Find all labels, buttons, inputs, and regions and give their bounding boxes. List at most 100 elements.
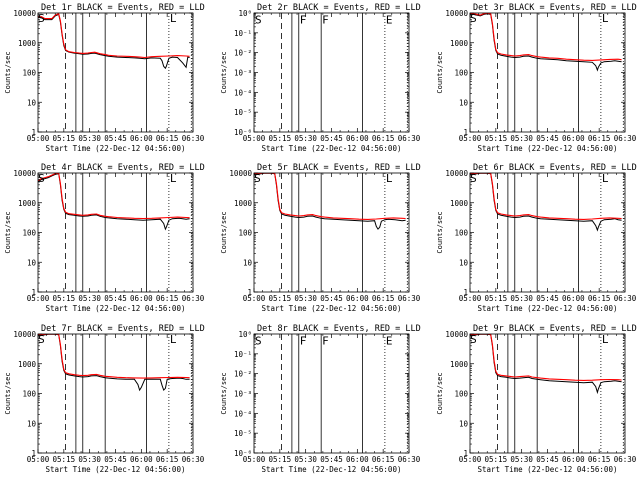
x-axis-label: Start Time (22-Dec-12 04:56:00) bbox=[262, 144, 402, 153]
x-tick-label: 06:00 bbox=[562, 294, 585, 303]
x-tick-label: 05:45 bbox=[536, 134, 559, 143]
marker-label: L bbox=[602, 12, 609, 25]
y-tick-label: 10 bbox=[27, 419, 37, 428]
x-tick-label: 06:00 bbox=[130, 455, 153, 464]
series-lld bbox=[38, 173, 190, 220]
y-tick-label: 10000 bbox=[445, 169, 468, 178]
x-tick-label: 05:45 bbox=[320, 294, 343, 303]
marker-label: S bbox=[255, 13, 262, 26]
panel-title: Det 3r BLACK = Events, RED = LLD bbox=[473, 3, 637, 13]
series-events bbox=[38, 173, 190, 231]
marker-label: F bbox=[322, 13, 329, 26]
y-tick-label: 10⁰ bbox=[238, 330, 252, 339]
y-tick-label: 10⁻¹ bbox=[234, 29, 252, 38]
x-tick-label: 06:30 bbox=[182, 294, 205, 303]
x-tick-label: 06:15 bbox=[156, 455, 179, 464]
x-tick-label: 05:15 bbox=[53, 294, 76, 303]
y-tick-label: 1000 bbox=[18, 360, 37, 369]
y-tick-label: 10⁰ bbox=[238, 9, 252, 18]
y-tick-label: 100 bbox=[454, 69, 468, 78]
x-tick-label: 05:00 bbox=[243, 294, 266, 303]
x-tick-label: 05:00 bbox=[459, 455, 482, 464]
y-tick-label: 10000 bbox=[445, 330, 468, 339]
x-axis-label: Start Time (22-Dec-12 04:56:00) bbox=[478, 304, 618, 313]
panel-title: Det 8r BLACK = Events, RED = LLD bbox=[257, 324, 421, 334]
x-tick-label: 05:45 bbox=[536, 294, 559, 303]
series-events bbox=[470, 173, 622, 232]
series-events bbox=[38, 334, 190, 392]
marker-label: L bbox=[170, 333, 177, 346]
x-tick-label: 05:30 bbox=[510, 294, 533, 303]
y-tick-label: 10⁻⁶ bbox=[234, 449, 252, 458]
y-tick-label: 10⁻³ bbox=[234, 69, 252, 78]
x-tick-label: 05:15 bbox=[269, 134, 292, 143]
series-lld bbox=[470, 13, 622, 61]
x-tick-label: 06:15 bbox=[372, 455, 395, 464]
plot-area bbox=[281, 334, 408, 453]
y-axis-label: Counts/sec bbox=[220, 51, 228, 93]
y-tick-label: 1000 bbox=[18, 39, 37, 48]
marker-label: E bbox=[386, 334, 393, 347]
y-tick-label: 10 bbox=[243, 258, 253, 267]
y-tick-label: 10000 bbox=[229, 169, 252, 178]
y-tick-label: 10⁻³ bbox=[234, 390, 252, 399]
x-axis-label: Start Time (22-Dec-12 04:56:00) bbox=[262, 304, 402, 313]
y-tick-label: 1000 bbox=[450, 360, 469, 369]
x-tick-label: 05:15 bbox=[269, 294, 292, 303]
y-tick-label: 10 bbox=[27, 98, 37, 107]
x-tick-label: 06:00 bbox=[130, 294, 153, 303]
y-tick-label: 1000 bbox=[450, 199, 469, 208]
y-axis-label: Counts/sec bbox=[220, 372, 228, 414]
x-tick-label: 05:30 bbox=[78, 294, 101, 303]
x-tick-label: 06:15 bbox=[588, 455, 611, 464]
axes-frame bbox=[253, 333, 410, 454]
x-tick-label: 05:45 bbox=[320, 134, 343, 143]
x-tick-label: 06:00 bbox=[562, 455, 585, 464]
plot-area bbox=[470, 173, 624, 292]
marker-label: S bbox=[470, 172, 477, 185]
series-lld bbox=[38, 13, 190, 59]
x-tick-label: 06:15 bbox=[372, 294, 395, 303]
y-tick-label: 10⁻⁴ bbox=[234, 409, 252, 418]
series-lld bbox=[470, 334, 622, 381]
y-tick-label: 10000 bbox=[13, 169, 36, 178]
x-tick-label: 06:00 bbox=[346, 134, 369, 143]
x-tick-label: 05:00 bbox=[243, 455, 266, 464]
x-axis-label: Start Time (22-Dec-12 04:56:00) bbox=[46, 465, 186, 474]
plot-area bbox=[470, 334, 624, 453]
y-tick-label: 1 bbox=[463, 288, 468, 297]
y-tick-label: 1 bbox=[463, 449, 468, 458]
y-tick-label: 10 bbox=[459, 98, 469, 107]
x-tick-label: 06:00 bbox=[346, 455, 369, 464]
y-tick-label: 1 bbox=[31, 449, 36, 458]
x-tick-label: 06:30 bbox=[398, 134, 421, 143]
y-tick-label: 1 bbox=[463, 128, 468, 137]
y-axis-label: Counts/sec bbox=[4, 211, 12, 253]
x-tick-label: 05:30 bbox=[294, 134, 317, 143]
marker-label: S bbox=[254, 172, 261, 185]
y-axis-label: Counts/sec bbox=[4, 51, 12, 93]
marker-label: F bbox=[300, 334, 307, 347]
panel-title: Det 1r BLACK = Events, RED = LLD bbox=[41, 3, 205, 13]
marker-label: L bbox=[170, 12, 177, 25]
x-tick-label: 05:15 bbox=[485, 294, 508, 303]
series-lld bbox=[38, 334, 190, 379]
axes-frame bbox=[253, 12, 410, 133]
y-tick-label: 100 bbox=[454, 390, 468, 399]
y-tick-label: 1 bbox=[31, 128, 36, 137]
x-tick-label: 05:45 bbox=[104, 134, 127, 143]
marker-label: L bbox=[170, 172, 177, 185]
marker-label: L bbox=[602, 333, 609, 346]
x-tick-label: 06:15 bbox=[588, 134, 611, 143]
x-tick-label: 05:45 bbox=[320, 455, 343, 464]
x-tick-label: 05:00 bbox=[27, 455, 50, 464]
x-axis-label: Start Time (22-Dec-12 04:56:00) bbox=[478, 465, 618, 474]
x-tick-label: 06:30 bbox=[614, 134, 637, 143]
